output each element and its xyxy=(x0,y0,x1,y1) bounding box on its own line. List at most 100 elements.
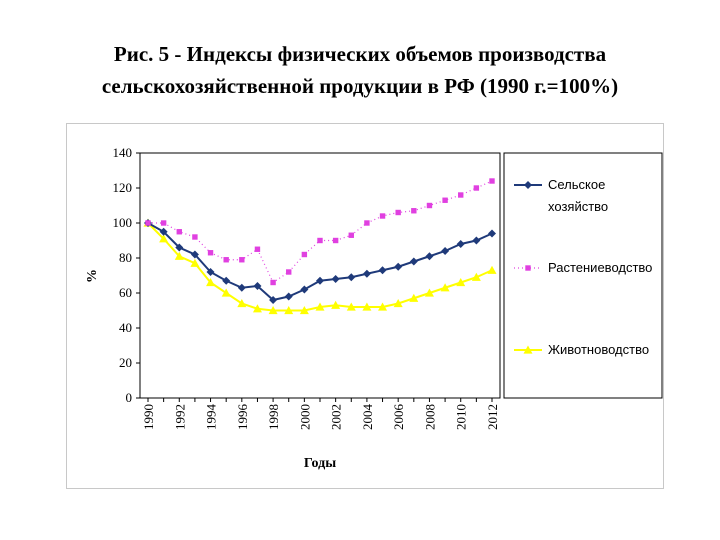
data-point xyxy=(316,276,324,285)
data-point xyxy=(440,283,450,292)
data-point xyxy=(175,243,184,252)
series-1 xyxy=(144,219,496,304)
data-point xyxy=(378,266,387,275)
data-point xyxy=(331,300,341,309)
data-point xyxy=(222,276,231,285)
series-3 xyxy=(143,218,497,315)
data-point xyxy=(270,279,276,286)
y-tick-label: 40 xyxy=(119,320,132,335)
data-point xyxy=(252,304,262,313)
data-point xyxy=(471,272,481,281)
data-point xyxy=(317,237,323,244)
data-point xyxy=(395,209,401,216)
data-point xyxy=(394,262,403,271)
x-tick-label: 2000 xyxy=(297,404,312,430)
data-point xyxy=(269,296,278,304)
data-point xyxy=(192,234,198,240)
series-2 xyxy=(145,178,495,286)
data-point xyxy=(488,229,496,238)
data-point xyxy=(237,283,246,292)
data-point xyxy=(346,302,356,311)
data-point xyxy=(206,278,216,287)
data-point xyxy=(458,192,464,198)
x-tick-label: 2002 xyxy=(329,404,344,430)
y-axis-title: % xyxy=(85,269,100,283)
data-point xyxy=(424,288,434,297)
data-point xyxy=(409,293,419,302)
series-line xyxy=(147,222,493,312)
data-point xyxy=(347,273,356,282)
title-line-1: Рис. 5 - Индексы физических объемов прои… xyxy=(113,42,607,66)
data-point xyxy=(284,306,294,315)
x-tick-label: 1990 xyxy=(141,404,156,430)
data-point xyxy=(332,237,339,244)
plot-area xyxy=(139,152,501,399)
data-point xyxy=(393,299,403,308)
data-point xyxy=(364,220,370,226)
data-point xyxy=(190,250,199,259)
legend-box xyxy=(503,152,663,399)
data-point xyxy=(456,240,465,248)
x-axis-title: Годы xyxy=(304,456,336,471)
data-point xyxy=(489,178,495,184)
data-point xyxy=(441,247,450,255)
data-point xyxy=(221,288,231,297)
x-tick-label: 2012 xyxy=(485,404,500,430)
data-point xyxy=(487,265,497,274)
series-layer xyxy=(143,178,497,315)
legend-label: Растениеводство xyxy=(548,260,652,275)
y-tick-label: 100 xyxy=(113,215,133,230)
data-point xyxy=(301,251,308,258)
data-point xyxy=(442,197,448,203)
data-point xyxy=(160,220,167,226)
data-point xyxy=(348,232,354,238)
data-point xyxy=(362,302,372,311)
title-line-2: сельскохозяйственной продукции в РФ (199… xyxy=(101,74,619,98)
y-tick-label: 0 xyxy=(126,390,133,405)
x-tick-label: 2010 xyxy=(454,404,469,430)
legend-marker xyxy=(524,181,532,189)
series-line xyxy=(148,180,493,284)
data-point xyxy=(239,257,245,263)
data-point xyxy=(300,285,309,294)
y-tick-label: 60 xyxy=(119,285,132,300)
legend-label: Сельское хозяйство xyxy=(548,177,608,214)
x-tick-label: 2004 xyxy=(360,404,375,431)
x-tick-label: 1994 xyxy=(204,404,219,431)
y-axis: 0 20 40 60 80 100 120 140 xyxy=(113,145,140,405)
chart-frame xyxy=(66,123,664,489)
legend: Сельское хозяйство Растениеводство Животнов… xyxy=(514,177,652,357)
data-point xyxy=(206,268,215,276)
data-point xyxy=(331,275,340,283)
data-point xyxy=(425,252,434,261)
y-tick-label: 20 xyxy=(119,355,132,370)
legend-item: Сельское хозяйство xyxy=(514,177,608,214)
x-tick-label: 2006 xyxy=(391,404,406,431)
data-point xyxy=(286,269,292,275)
data-point xyxy=(378,302,388,311)
data-point xyxy=(472,236,481,245)
data-point xyxy=(159,227,168,236)
data-point xyxy=(284,292,293,301)
data-point xyxy=(207,250,214,256)
data-point xyxy=(176,229,182,235)
data-point xyxy=(379,213,386,219)
data-point xyxy=(159,234,169,243)
data-point xyxy=(411,208,417,214)
data-point xyxy=(237,299,247,308)
legend-marker xyxy=(523,345,533,354)
y-tick-label: 140 xyxy=(113,145,133,160)
data-point xyxy=(299,306,309,315)
data-point xyxy=(174,251,184,260)
x-axis: 1990 1992 1994 1996 1998 2000 2002 2004 2006 2008… xyxy=(141,398,500,430)
legend-item: Растениеводство xyxy=(514,260,652,275)
data-point xyxy=(145,220,151,226)
data-point xyxy=(223,257,229,263)
x-tick-label: 1998 xyxy=(266,404,281,430)
data-point xyxy=(190,258,200,267)
data-point xyxy=(254,246,261,252)
legend-label: Животноводство xyxy=(548,342,649,357)
data-point xyxy=(426,202,433,209)
x-tick-label: 1992 xyxy=(172,404,187,430)
